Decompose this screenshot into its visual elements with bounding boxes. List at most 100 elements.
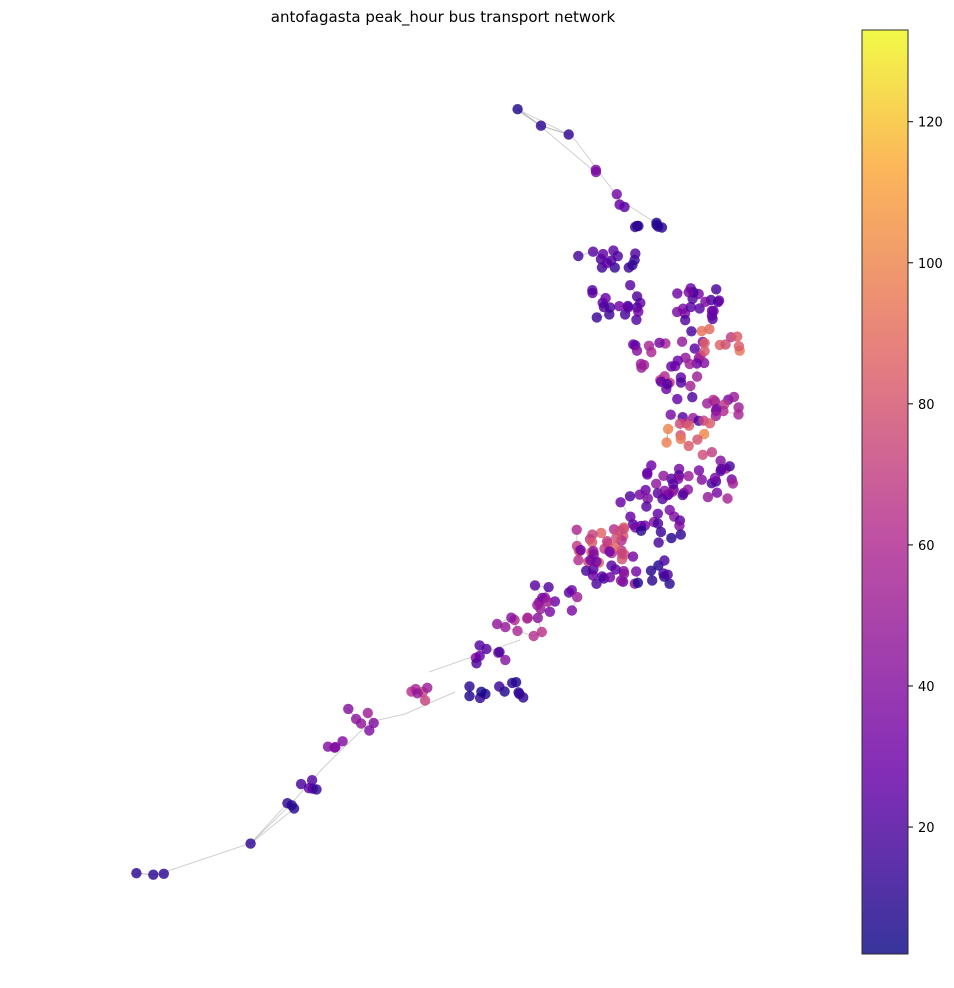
network-node xyxy=(494,681,505,692)
network-node xyxy=(535,120,547,131)
network-node xyxy=(658,470,669,481)
colorbar-tick-label: 40 xyxy=(918,680,935,695)
network-node xyxy=(362,707,373,719)
network-node xyxy=(612,251,623,262)
network-node xyxy=(687,392,698,403)
network-node xyxy=(655,526,667,538)
network-node xyxy=(529,580,541,591)
network-node xyxy=(677,489,688,501)
network-node xyxy=(638,359,650,371)
network-node xyxy=(675,529,686,540)
network-node xyxy=(507,677,518,689)
network-node xyxy=(500,654,511,666)
colorbar: 20 40 60 80 100 120 xyxy=(861,29,943,955)
network-node xyxy=(685,380,696,392)
network-node xyxy=(710,410,721,422)
network-node xyxy=(683,420,695,431)
network-node xyxy=(696,474,707,485)
network-node xyxy=(630,248,641,259)
network-node xyxy=(586,537,598,548)
network-node xyxy=(494,646,505,658)
network-node xyxy=(711,284,722,295)
network-node xyxy=(666,361,677,372)
network-node xyxy=(544,606,556,617)
network-node xyxy=(624,491,636,502)
network-node xyxy=(674,418,686,429)
network-node xyxy=(616,548,627,559)
network-node xyxy=(652,508,663,519)
network-node xyxy=(464,681,475,692)
network-node xyxy=(615,497,626,508)
network-node xyxy=(702,398,713,409)
network-node xyxy=(631,291,643,302)
network-node xyxy=(631,314,642,325)
network-node xyxy=(474,650,485,662)
network-node xyxy=(596,527,607,539)
network-node xyxy=(664,578,675,589)
network-node xyxy=(627,259,638,271)
colorbar-ticks: 20 40 60 80 100 120 xyxy=(908,116,943,836)
network-node xyxy=(614,199,625,210)
network-node xyxy=(693,465,705,476)
network-node xyxy=(634,489,645,500)
network-node xyxy=(572,591,583,603)
network-node xyxy=(610,564,621,575)
colorbar-tick-label: 60 xyxy=(918,539,935,554)
network-node xyxy=(590,164,601,175)
network-node xyxy=(668,478,679,490)
network-node xyxy=(692,434,703,445)
network-node xyxy=(657,493,668,505)
network-node xyxy=(659,555,670,566)
chart-title: antofagasta peak_hour bus transport netw… xyxy=(270,8,616,26)
network-node xyxy=(704,323,715,335)
network-node xyxy=(659,485,670,496)
network-node xyxy=(651,219,662,231)
network-node xyxy=(720,339,731,350)
colorbar-tick-label: 20 xyxy=(918,821,935,836)
network-node xyxy=(632,577,644,588)
network-node xyxy=(672,393,683,405)
colorbar-tick-label: 100 xyxy=(918,257,943,272)
network-node xyxy=(683,287,694,298)
network-node xyxy=(245,838,256,849)
network-node xyxy=(587,285,598,296)
network-node xyxy=(611,532,622,543)
network-node xyxy=(680,315,691,326)
network-node xyxy=(709,472,721,484)
network-node xyxy=(512,104,523,115)
network-node xyxy=(604,546,615,557)
network-node xyxy=(641,501,652,512)
network-node xyxy=(662,569,673,580)
network-node xyxy=(674,520,685,531)
network-node xyxy=(691,371,703,382)
network-node xyxy=(419,695,431,706)
network-node xyxy=(727,478,739,489)
network-node xyxy=(573,250,584,262)
network-node xyxy=(514,688,525,700)
network-node xyxy=(600,292,611,304)
network-node xyxy=(491,618,503,630)
network-node xyxy=(689,343,700,354)
network-node xyxy=(506,612,517,623)
network-node xyxy=(683,440,694,452)
network-node xyxy=(651,478,662,489)
network-node xyxy=(666,532,677,544)
network-edge xyxy=(322,721,371,769)
network-node xyxy=(532,599,543,611)
network-node xyxy=(623,302,634,313)
network-node xyxy=(642,493,653,504)
network-node xyxy=(474,640,485,651)
network-node xyxy=(295,778,307,790)
network-node xyxy=(676,336,688,347)
network-node xyxy=(337,736,348,747)
network-node xyxy=(536,626,547,638)
network-node xyxy=(343,703,354,715)
network-node xyxy=(512,625,523,637)
network-node xyxy=(625,511,636,522)
network-node xyxy=(591,578,602,589)
network-node xyxy=(368,717,379,729)
network-node xyxy=(571,524,582,535)
network-node xyxy=(604,302,616,313)
network-node xyxy=(685,301,696,313)
network-node xyxy=(581,565,592,576)
